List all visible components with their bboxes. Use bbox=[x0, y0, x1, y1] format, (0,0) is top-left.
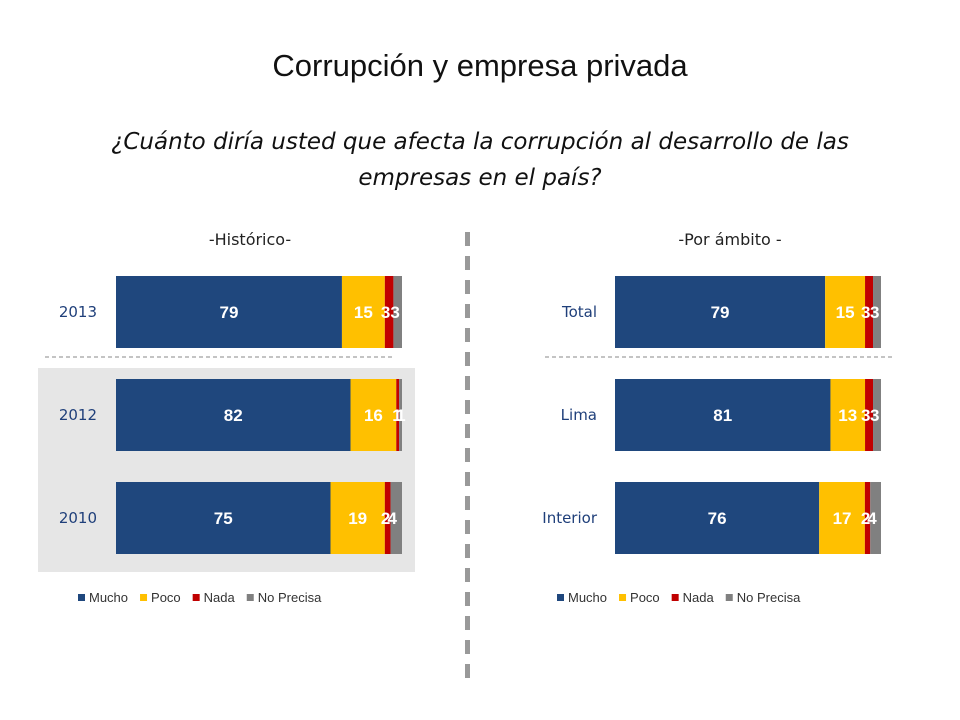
scope-bar-lima-mucho bbox=[615, 379, 831, 451]
historic-value-label-2012-nada: 1 bbox=[392, 406, 401, 425]
historic-category-label-2010: 2010 bbox=[59, 509, 97, 527]
historic-bar-2010-no-precisa bbox=[390, 482, 402, 554]
scope-category-label-total: Total bbox=[561, 303, 597, 321]
historic-value-label-2010-nada: 2 bbox=[381, 509, 390, 528]
scope-legend-swatch-no-precisa bbox=[725, 594, 733, 601]
page-title: Corrupción y empresa privada bbox=[272, 48, 688, 83]
historic-bar-2013-nada bbox=[384, 276, 394, 348]
scope-bar-lima-poco bbox=[830, 379, 866, 451]
scope-bar-total-mucho bbox=[615, 276, 826, 348]
scope-value-label-total-poco: 15 bbox=[836, 303, 855, 322]
historic-legend-swatch-no-precisa bbox=[246, 594, 254, 601]
scope-value-label-lima-poco: 13 bbox=[838, 406, 857, 425]
scope-bar-interior-poco bbox=[819, 482, 865, 554]
scope-value-label-total-no-precisa: 3 bbox=[870, 303, 879, 322]
scope-category-label-lima: Lima bbox=[561, 406, 597, 424]
historic-bar-2013-mucho bbox=[116, 276, 342, 348]
scope-bar-interior-nada bbox=[864, 482, 871, 554]
scope-legend-swatch-nada bbox=[671, 594, 679, 601]
panel-divider bbox=[465, 232, 470, 687]
historic-bar-2010-nada bbox=[384, 482, 391, 554]
scope-bar-lima-nada bbox=[865, 379, 874, 451]
historic-value-label-2013-poco: 15 bbox=[354, 303, 373, 322]
historic-bar-2012-no-precisa bbox=[399, 379, 402, 451]
historic-legend-label-mucho: Mucho bbox=[89, 590, 128, 605]
historic-category-label-2012: 2012 bbox=[59, 406, 97, 424]
scope-value-label-interior-no-precisa: 4 bbox=[867, 509, 877, 528]
scope-legend-label-no-precisa: No Precisa bbox=[737, 590, 801, 605]
scope-category-label-interior: Interior bbox=[542, 509, 598, 527]
historic-bar-2010-mucho bbox=[116, 482, 331, 554]
scope-legend-swatch-mucho bbox=[557, 594, 564, 601]
historic-value-label-2013-nada: 3 bbox=[381, 303, 390, 322]
historic-legend-swatch-poco bbox=[140, 594, 148, 601]
scope-legend-swatch-poco bbox=[619, 594, 627, 601]
scope-value-label-interior-mucho: 76 bbox=[708, 509, 727, 528]
scope-legend-label-nada: Nada bbox=[683, 590, 715, 605]
scope-bar-interior-no-precisa bbox=[870, 482, 881, 554]
scope-value-label-total-mucho: 79 bbox=[711, 303, 730, 322]
scope-legend-label-poco: Poco bbox=[630, 590, 660, 605]
scope-bar-interior-mucho bbox=[615, 482, 820, 554]
historic-legend-swatch-mucho bbox=[78, 594, 85, 601]
historic-value-label-2010-poco: 19 bbox=[348, 509, 367, 528]
historic-value-label-2010-no-precisa: 4 bbox=[388, 509, 398, 528]
scope-value-label-interior-nada: 2 bbox=[861, 509, 870, 528]
scope-value-label-lima-no-precisa: 3 bbox=[870, 406, 879, 425]
historic-legend-swatch-nada bbox=[192, 594, 200, 601]
historic-chart-title: -Histórico- bbox=[208, 230, 292, 249]
historic-legend-label-nada: Nada bbox=[204, 590, 236, 605]
historic-bar-2010-poco bbox=[330, 482, 385, 554]
historic-value-label-2013-no-precisa: 3 bbox=[390, 303, 399, 322]
historic-bar-2013-poco bbox=[341, 276, 385, 348]
historic-legend-label-poco: Poco bbox=[151, 590, 181, 605]
historic-value-label-2013-mucho: 79 bbox=[220, 303, 239, 322]
historic-value-label-2012-no-precisa: 1 bbox=[396, 406, 405, 425]
scope-bar-total-poco bbox=[825, 276, 866, 348]
historic-bar-2012-mucho bbox=[116, 379, 351, 451]
scope-value-label-lima-nada: 3 bbox=[861, 406, 870, 425]
scope-bar-lima-no-precisa bbox=[873, 379, 881, 451]
historic-legend-label-no-precisa: No Precisa bbox=[258, 590, 322, 605]
historic-bar-2012-poco bbox=[350, 379, 397, 451]
scope-bar-total-no-precisa bbox=[873, 276, 881, 348]
historic-value-label-2012-mucho: 82 bbox=[224, 406, 243, 425]
historic-bar-2013-no-precisa bbox=[393, 276, 402, 348]
scope-bar-total-nada bbox=[865, 276, 874, 348]
scope-value-label-interior-poco: 17 bbox=[833, 509, 852, 528]
scope-value-label-total-nada: 3 bbox=[861, 303, 870, 322]
scope-value-label-lima-mucho: 81 bbox=[713, 406, 732, 425]
historic-bar-2012-nada bbox=[396, 379, 400, 451]
scope-legend-label-mucho: Mucho bbox=[568, 590, 607, 605]
historic-value-label-2012-poco: 16 bbox=[364, 406, 383, 425]
historic-category-label-2013: 2013 bbox=[59, 303, 97, 321]
page-subtitle: ¿Cuánto diría usted que afecta la corrup… bbox=[111, 129, 849, 191]
scope-chart-title: -Por ámbito - bbox=[678, 230, 782, 249]
historic-value-label-2010-mucho: 75 bbox=[214, 509, 233, 528]
